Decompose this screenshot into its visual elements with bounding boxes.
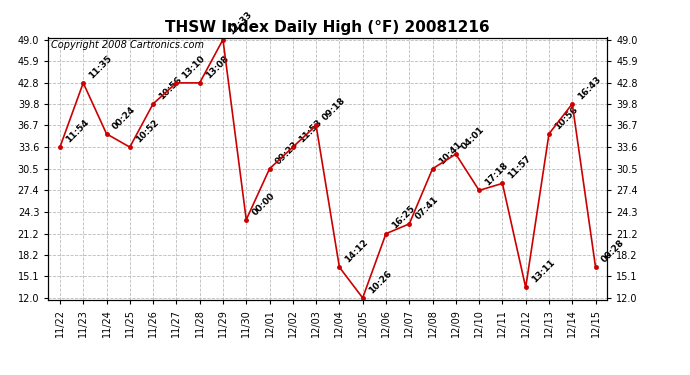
Text: 11:33: 11:33 [227,10,254,37]
Text: 16:25: 16:25 [390,204,417,231]
Text: 07:41: 07:41 [413,194,440,221]
Text: 00:00: 00:00 [250,190,277,217]
Text: 04:01: 04:01 [460,125,486,151]
Text: 11:54: 11:54 [64,118,91,144]
Text: 09:18: 09:18 [320,96,347,123]
Text: 13:11: 13:11 [530,258,556,285]
Text: 13:08: 13:08 [204,54,230,80]
Text: 11:53: 11:53 [297,118,324,144]
Text: 11:57: 11:57 [506,154,533,181]
Text: 10:56: 10:56 [157,75,184,101]
Text: 00:28: 00:28 [600,238,626,264]
Text: Copyright 2008 Cartronics.com: Copyright 2008 Cartronics.com [51,40,204,50]
Text: 17:18: 17:18 [483,161,510,188]
Text: 10:56: 10:56 [553,105,580,131]
Text: 10:52: 10:52 [134,118,161,144]
Text: 14:12: 14:12 [344,238,371,264]
Text: 11:35: 11:35 [88,54,114,80]
Text: 10:26: 10:26 [367,268,393,295]
Title: THSW Index Daily High (°F) 20081216: THSW Index Daily High (°F) 20081216 [166,20,490,35]
Text: 00:24: 00:24 [110,105,137,131]
Text: 10:41: 10:41 [437,140,463,166]
Text: 09:23: 09:23 [274,140,300,166]
Text: 16:43: 16:43 [576,74,603,101]
Text: 13:10: 13:10 [181,54,207,80]
